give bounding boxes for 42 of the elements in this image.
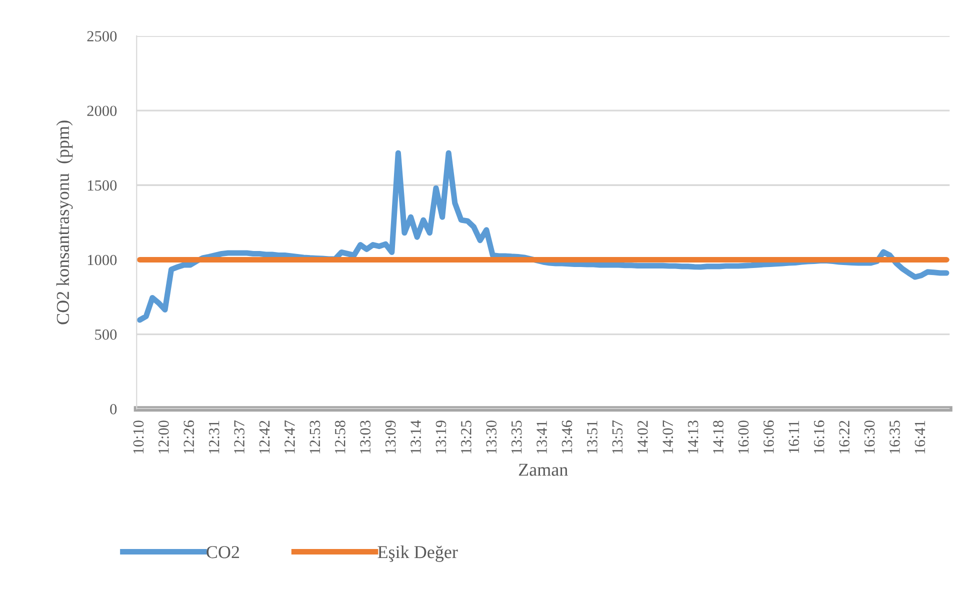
x-tick-label: 12:47 [284,420,295,454]
y-tick-label: 2000 [87,106,117,116]
x-tick-label: 14:13 [688,420,698,454]
x-tick-label: 14:02 [637,420,648,454]
x-tick-label: 13:57 [612,420,623,454]
x-tick-label: 13:51 [587,420,598,454]
x-tick-label: 16:35 [890,420,900,454]
x-tick-label: 13:46 [562,420,572,454]
y-tick-label: 500 [95,329,117,340]
x-tick-label: 13:30 [486,420,497,454]
x-tick-label: 16:30 [864,420,875,454]
legend-label: Eşik Değer [378,546,458,562]
x-tick-label: 13:03 [360,420,371,454]
y-tick-label: 2500 [87,31,117,42]
y-axis-title: CO2 konsantrasyonu (ppm) [56,120,73,324]
x-tick-label: 12:42 [259,420,270,454]
x-tick-label: 16:41 [914,420,926,454]
x-tick-label: 13:25 [461,420,472,454]
x-tick-label: 14:07 [662,420,674,454]
x-tick-label: 14:18 [713,420,724,454]
x-tick-label: 16:11 [788,420,800,453]
x-tick-label: 12:37 [234,420,245,454]
x-tick-label: 13:41 [536,420,548,454]
y-tick-label: 0 [110,404,117,414]
x-tick-label: 13:14 [410,420,421,454]
y-tick-label: 1000 [88,254,117,266]
x-tick-label: 12:53 [310,420,320,454]
x-tick-label: 13:09 [385,420,396,454]
x-tick-label: 13:19 [436,420,446,454]
x-tick-label: 13:35 [511,420,522,454]
x-tick-label: 10:10 [133,420,144,454]
x-tick-label: 16:00 [738,420,749,454]
x-tick-label: 12:58 [334,420,346,454]
legend-label: CO2 [206,546,240,558]
x-tick-label: 16:06 [764,420,774,454]
x-tick-label: 12:00 [158,420,169,454]
x-axis-title: Zaman [518,464,568,476]
x-tick-label: 16:16 [814,420,824,454]
x-tick-label: 16:22 [839,420,850,454]
y-tick-label: 1500 [88,180,117,191]
x-tick-label: 12:26 [184,420,194,454]
x-tick-label: 12:31 [208,420,220,454]
